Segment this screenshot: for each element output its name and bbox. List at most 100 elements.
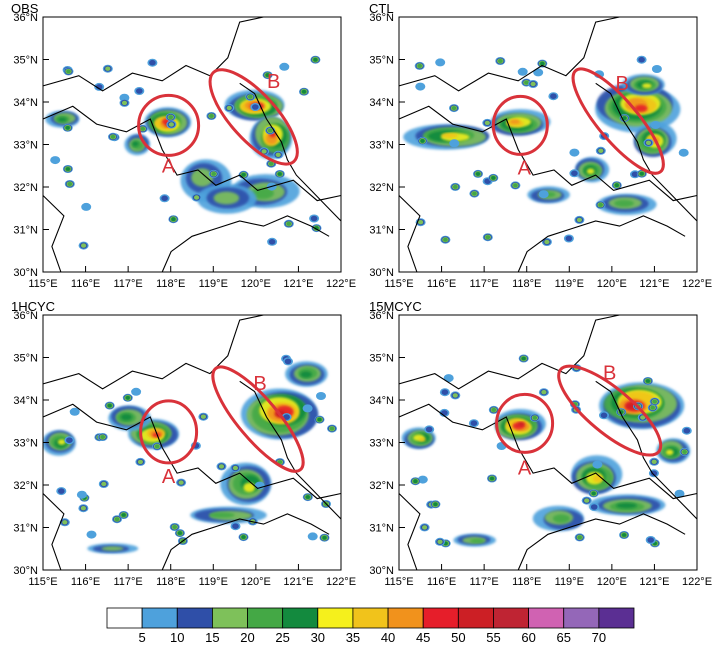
x-tick-label: 115°E [28, 278, 57, 290]
echo-cell [101, 481, 107, 487]
echo-cell [172, 525, 177, 529]
echo-cell [598, 202, 603, 207]
echo-cell [652, 399, 657, 404]
echo-cell [125, 396, 130, 400]
region-label-a: A [162, 155, 176, 177]
panel-a-region-ovals: AB [137, 68, 299, 177]
y-tick-label: 34°N [13, 97, 38, 109]
panel-a: OBS (a) AB 115°E116°E117°E118°E119°E120°… [11, 1, 356, 290]
colorbar-tick-label: 65 [556, 630, 570, 645]
echo-cell [413, 479, 418, 484]
echo-cell [415, 82, 426, 91]
panel-b: CTL (b) AB 115°E116°E117°E118°E119°E120°… [369, 1, 712, 290]
echo-cell [569, 148, 580, 157]
region-oval-a [137, 93, 201, 157]
x-tick-label: 122°E [682, 278, 712, 290]
echo-cell [261, 149, 267, 154]
echo-cell [571, 170, 578, 177]
region-label-b: B [616, 73, 629, 95]
echo-cell [645, 379, 650, 383]
colorbar-tick-label: 25 [275, 630, 289, 645]
boundary-line [398, 493, 421, 571]
echo-cell [622, 116, 627, 120]
echo-cell [592, 460, 603, 469]
echo-cell [316, 392, 326, 400]
boundary-line [42, 314, 264, 390]
echo-cell [107, 403, 112, 408]
echo-cell [232, 465, 238, 471]
panel-a-plot: AB 115°E 116°E 117°E 118°E 119°E 120°E 121°E 12… [13, 12, 356, 290]
panel-d-y-ticks: 30°N 31°N 32°N 33°N 34°N 35°N 36°N [369, 310, 405, 577]
echo-cell [137, 459, 143, 465]
echo-cell [682, 449, 687, 454]
echo-cell [317, 417, 322, 422]
echo-cell [437, 539, 443, 544]
echo-cell [149, 59, 156, 66]
y-tick-label: 30°N [13, 565, 38, 577]
echo-cell [683, 427, 691, 434]
region-oval-a [495, 392, 555, 454]
echo-cell [178, 480, 184, 485]
boundary-line [398, 16, 620, 92]
colorbar-swatch [352, 607, 389, 629]
echo-cell [286, 221, 292, 226]
colorbar-swatch [457, 607, 494, 629]
colorbar-tick-label: 15 [205, 630, 219, 645]
echo-cell [598, 148, 604, 153]
region-oval-b [571, 67, 665, 175]
colorbar-tick-label: 10 [170, 630, 184, 645]
echo-cell [532, 415, 538, 420]
echo-cell [66, 69, 71, 74]
colorbar-swatch [563, 607, 600, 629]
echo-cell [277, 172, 282, 176]
y-tick-label: 32°N [13, 182, 38, 194]
echo-cell [57, 117, 67, 122]
x-tick-label: 115°E [384, 576, 413, 588]
echo-cell [538, 190, 549, 199]
echo-cell [524, 80, 529, 85]
echo-cell [452, 393, 458, 398]
echo-cell [418, 220, 424, 225]
y-tick-label: 35°N [369, 55, 394, 67]
y-tick-label: 31°N [369, 523, 394, 535]
x-tick-label: 116°E [71, 576, 100, 588]
panel-c-coastline [42, 314, 342, 571]
echo-cell [498, 59, 503, 63]
x-tick-label: 120°E [241, 576, 271, 588]
echo-cell [417, 63, 423, 68]
x-tick-label: 121°E [639, 278, 669, 290]
echo-cell [66, 437, 73, 444]
y-tick-label: 36°N [369, 310, 394, 322]
echo-cell [521, 356, 526, 361]
y-tick-label: 33°N [369, 140, 394, 152]
region-label-a: A [518, 457, 532, 479]
echo-cell [550, 93, 557, 99]
x-tick-label: 119°E [199, 278, 228, 290]
echo-cell [645, 140, 652, 145]
echo-cell [533, 68, 544, 77]
echo-cell [622, 533, 627, 537]
echo-cell [254, 481, 265, 490]
echo-cell [268, 161, 274, 166]
echo-cell [65, 126, 70, 130]
echo-cell [517, 421, 525, 427]
x-tick-label: 117°E [470, 278, 499, 290]
colorbar-tick-label: 20 [240, 630, 254, 645]
panel-a-title: OBS [11, 1, 39, 16]
echo-cell [232, 523, 239, 529]
panel-d-title: 15MCYC [369, 299, 422, 314]
x-tick-label: 121°E [283, 576, 313, 588]
echo-cell [576, 217, 583, 223]
colorbar-tick-label: 60 [521, 630, 535, 645]
echo-cell [80, 506, 86, 511]
echo-cell [674, 489, 685, 498]
echo-cell [154, 444, 160, 449]
echo-cell [120, 413, 133, 421]
echo-cell [313, 57, 318, 62]
colorbar-swatch [211, 607, 248, 629]
echo-cell [453, 184, 458, 189]
x-tick-label: 120°E [597, 278, 627, 290]
echo-cell [642, 83, 652, 89]
echo-cell [509, 119, 521, 124]
panel-d-x-ticks: 115°E 116°E 117°E 118°E 119°E 120°E 121°E 122°E [384, 564, 712, 588]
